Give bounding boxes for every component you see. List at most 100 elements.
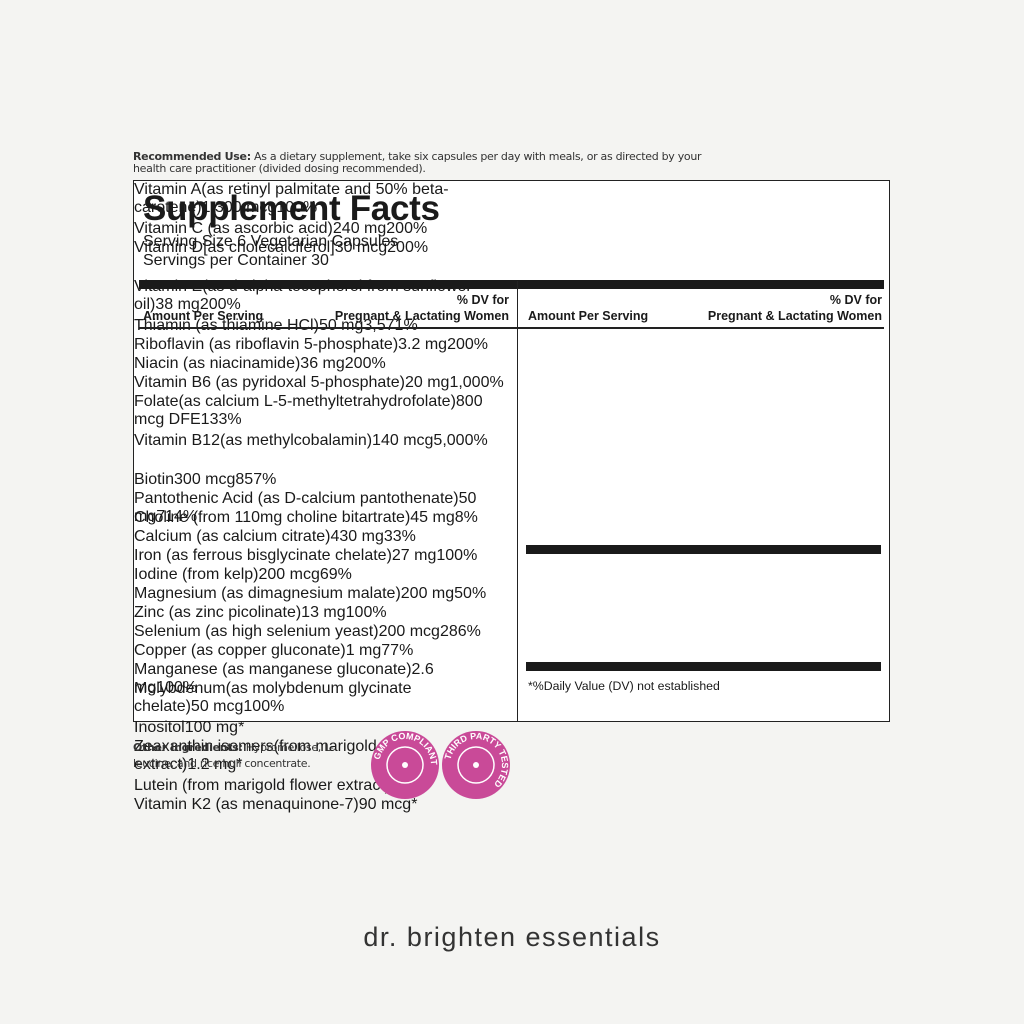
amount: 2.6 mg <box>134 661 434 696</box>
daily-value: * <box>411 796 418 813</box>
nutrient-source: [as cholecalciferol] <box>203 239 335 256</box>
nutrient-row: Vitamin B6 (as pyridoxal 5-phosphate)20 … <box>134 374 506 393</box>
amount: 200 mcg <box>378 623 440 640</box>
amount: 45 mg <box>410 509 455 526</box>
nutrient-name: Vitamin B12 <box>134 432 220 449</box>
nutrient-name: Zeaxanthin isomers <box>134 738 274 755</box>
nutrient-name: Vitamin C (as ascorbic acid) <box>134 220 333 237</box>
nutrient-name: Iodine (from kelp) <box>134 566 259 583</box>
nutrient-name: Vitamin K2 (as menaquinone-7) <box>134 796 359 813</box>
daily-value: 200% <box>344 355 386 372</box>
amount: 140 mcg <box>372 432 434 449</box>
nutrient-row: Niacin (as niacinamide)36 mg200% <box>134 355 506 374</box>
daily-value: 100% <box>436 547 478 564</box>
daily-value: 200% <box>199 296 241 313</box>
header-dv: % DV for <box>456 293 509 307</box>
other-ingredients: Other Ingredients: Hypromellose, L-leuci… <box>133 740 363 772</box>
amount: 100 mg <box>184 719 239 736</box>
divider <box>517 281 518 721</box>
rule <box>526 662 881 671</box>
amount: 1,300 mcg <box>201 199 277 216</box>
nutrient-row: Molybdenum(as molybdenum glycinate chela… <box>134 680 489 719</box>
nutrient-name: Choline (from 110mg choline bitartrate) <box>134 509 411 526</box>
nutrient-source: (as calcium L-5-methyltetrahydrofolate) <box>178 393 456 410</box>
amount: 90 mcg <box>358 796 412 813</box>
label: Other Ingredients: <box>133 741 243 754</box>
daily-value: 3,571% <box>363 317 418 334</box>
daily-value: 200% <box>386 220 428 237</box>
recommended-use: Recommended Use: As a dietary supplement… <box>133 151 733 175</box>
nutrient-name: Magnesium (as dimagnesium malate) <box>134 585 401 602</box>
nutrient-row: Iodine (from kelp)200 mcg69% <box>134 566 489 585</box>
daily-value: 5,000% <box>433 432 488 449</box>
daily-value: 714% <box>156 508 198 525</box>
nutrient-row: Inositol100 mg* <box>134 719 489 738</box>
amount: 200 mg <box>400 585 455 602</box>
header-amount: Amount Per Serving <box>143 309 264 323</box>
amount: 20 mg <box>404 374 450 391</box>
nutrient-row: Selenium (as high selenium yeast)200 mcg… <box>134 623 489 642</box>
nutrient-source: (as retinyl palmitate and 50% beta-carot… <box>134 181 449 216</box>
nutrient-row: Vitamin K2 (as menaquinone-7)90 mcg* <box>134 796 489 815</box>
nutrient-row: Vitamin C (as ascorbic acid)240 mg200% <box>134 220 506 239</box>
rule <box>139 327 884 329</box>
daily-value: 69% <box>319 566 352 583</box>
nutrient-row: Choline (from 110mg choline bitartrate)4… <box>134 509 506 528</box>
daily-value: 33% <box>383 528 416 545</box>
nutrient-row: Zinc (as zinc picolinate)13 mg100% <box>134 604 489 623</box>
nutrient-name: Vitamin D <box>134 239 204 256</box>
nutrient-name: Vitamin A <box>134 181 202 198</box>
nutrient-name: Copper (as copper gluconate) <box>134 642 346 659</box>
nutrient-name: Inositol <box>134 719 185 736</box>
amount: 800 mcg DFE <box>134 393 483 428</box>
nutrient-row: Folate(as calcium L-5-methyltetrahydrofo… <box>134 393 506 432</box>
amount: 430 mg <box>330 528 384 545</box>
nutrient-name: Molybdenum <box>134 680 226 697</box>
daily-value: 50% <box>454 585 487 602</box>
nutrient-row: Manganese (as manganese gluconate)2.6 mg… <box>134 661 489 696</box>
serving-size: Serving Size 6 Vegetarian Capsules <box>143 233 399 250</box>
daily-value: 200% <box>387 239 429 256</box>
brand: dr. brighten essentials <box>363 922 661 952</box>
nutrient-name: Riboflavin (as riboflavin 5-phosphate) <box>134 336 399 353</box>
daily-value: 100% <box>345 604 387 621</box>
text: Hypromellose, L-leucine, and rice hull c… <box>133 741 334 770</box>
amount: 3.2 mg <box>398 336 448 353</box>
amount: 300 mcg <box>174 471 236 488</box>
amount: 27 mg <box>391 547 437 564</box>
header-dv: Pregnant & Lactating Women <box>707 309 882 323</box>
amount: 50 mg <box>318 317 364 334</box>
nutrient-row: Thiamin (as thiamine HCl)50 mg3,571% <box>134 317 506 336</box>
nutrient-row: Vitamin D[as cholecalciferol]30 mcg200% <box>134 239 506 278</box>
nutrient-name: Iron (as ferrous bisglycinate chelate) <box>134 547 392 564</box>
amount: 1.2 mg <box>187 756 237 773</box>
nutrient-name: Biotin <box>134 471 175 488</box>
header-dv: % DV for <box>829 293 882 307</box>
nutrient-row: Vitamin A(as retinyl palmitate and 50% b… <box>134 181 506 220</box>
daily-value: * <box>236 756 243 773</box>
daily-value: 857% <box>235 471 277 488</box>
amount: 38 mg <box>155 296 200 313</box>
label: Recommended Use: <box>133 150 251 163</box>
daily-value: 100% <box>243 698 285 715</box>
daily-value: 200% <box>447 336 488 353</box>
amount: 50 mg <box>134 490 477 525</box>
daily-value: 100% <box>156 679 198 696</box>
servings: Servings per Container 30 <box>143 252 329 269</box>
header-amount: Amount Per Serving <box>528 309 649 323</box>
daily-value: 77% <box>381 642 414 659</box>
amount: 30 mcg <box>334 239 388 256</box>
title: Supplement Facts <box>143 189 440 228</box>
daily-value: 8% <box>454 509 478 526</box>
footnote: *%Daily Value (DV) not established <box>528 679 720 693</box>
nutrient-name: Vitamin B6 (as pyridoxal 5-phosphate) <box>134 374 405 391</box>
nutrient-name: Niacin (as niacinamide) <box>134 355 301 372</box>
nutrient-name: Calcium (as calcium citrate) <box>134 528 331 545</box>
nutrient-row: Vitamin B12(as methylcobalamin)140 mcg5,… <box>134 432 506 471</box>
nutrient-source: (as molybdenum glycinate chelate) <box>134 680 412 715</box>
nutrient-row: Pantothenic Acid (as D-calcium pantothen… <box>134 490 506 525</box>
daily-value: 100% <box>276 199 318 216</box>
amount: 200 mcg <box>258 566 320 583</box>
nutrient-name: Selenium (as high selenium yeast) <box>134 623 379 640</box>
